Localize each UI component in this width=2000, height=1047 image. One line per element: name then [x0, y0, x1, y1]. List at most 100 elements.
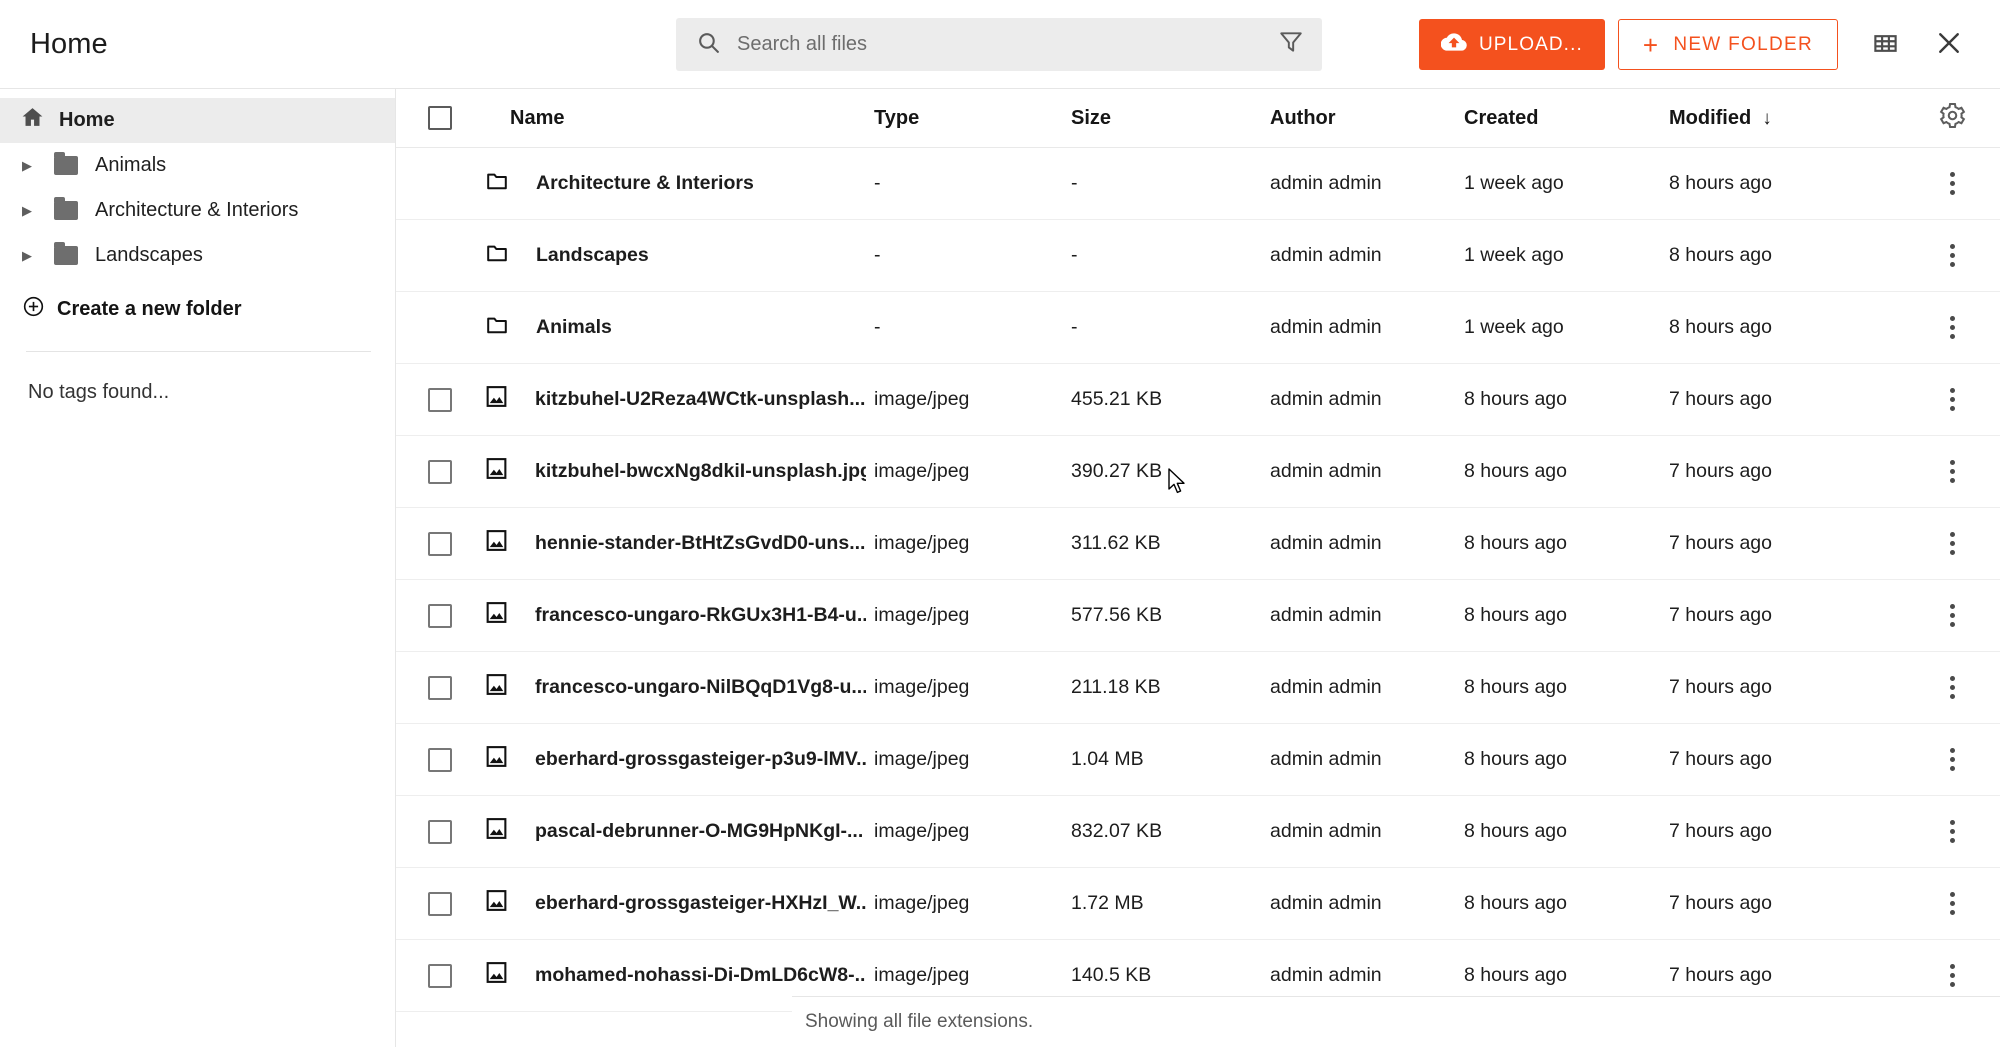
kebab-menu-icon[interactable] — [1949, 532, 1955, 555]
create-new-folder-button[interactable]: Create a new folder — [0, 287, 395, 331]
column-header-name[interactable]: Name — [484, 107, 874, 130]
toolbar-actions: UPLOAD... + NEW FOLDER — [1418, 0, 1976, 89]
table-row[interactable]: eberhard-grossgasteiger-HXHzI_W... image/… — [396, 868, 2000, 940]
row-name-cell[interactable]: pascal-debrunner-O-MG9HpNKgI-... — [484, 816, 874, 847]
row-checkbox[interactable] — [428, 675, 452, 700]
row-author: admin admin — [1270, 172, 1382, 194]
row-checkbox[interactable] — [428, 819, 452, 844]
chevron-right-icon[interactable]: ▶ — [22, 202, 32, 218]
table-row[interactable]: francesco-ungaro-NilBQqD1Vg8-u... image/j… — [396, 652, 2000, 724]
column-header-type[interactable]: Type — [874, 106, 920, 129]
sidebar: Home ▶ Animals ▶ Architecture & Interior… — [0, 89, 396, 1047]
row-created: 8 hours ago — [1464, 460, 1567, 482]
row-type: image/jpeg — [874, 892, 970, 914]
row-checkbox[interactable] — [428, 963, 452, 988]
row-author: admin admin — [1270, 532, 1382, 554]
row-name-label: francesco-ungaro-RkGUx3H1-B4-u... — [535, 604, 866, 626]
table-row[interactable]: pascal-debrunner-O-MG9HpNKgI-... image/jp… — [396, 796, 2000, 868]
row-name-cell[interactable]: Architecture & Interiors — [484, 169, 874, 199]
row-checkbox[interactable] — [428, 459, 452, 484]
row-name-cell[interactable]: Animals — [484, 313, 874, 343]
row-author: admin admin — [1270, 676, 1382, 698]
table-row[interactable]: hennie-stander-BtHtZsGvdD0-uns... image/j… — [396, 508, 2000, 580]
row-name-label: eberhard-grossgasteiger-p3u9-lMV... — [535, 748, 866, 770]
row-menu-cell — [1904, 460, 2000, 483]
column-header-size[interactable]: Size — [1071, 106, 1112, 129]
grid-view-button[interactable] — [1858, 18, 1912, 72]
row-name-cell[interactable]: kitzbuhel-bwcxNg8dkiI-unsplash.jpg — [484, 456, 874, 487]
upload-button[interactable]: UPLOAD... — [1418, 19, 1605, 70]
table-row[interactable]: Landscapes - - admin admin 1 week ago 8 hours… — [396, 220, 2000, 292]
kebab-menu-icon[interactable] — [1949, 316, 1955, 339]
kebab-menu-icon[interactable] — [1949, 964, 1955, 987]
table-row[interactable]: kitzbuhel-bwcxNg8dkiI-unsplash.jpg image/… — [396, 436, 2000, 508]
row-modified: 7 hours ago — [1669, 676, 1772, 698]
row-checkbox[interactable] — [428, 747, 452, 772]
row-name-label: kitzbuhel-bwcxNg8dkiI-unsplash.jpg — [535, 460, 866, 482]
column-header-author[interactable]: Author — [1270, 106, 1336, 129]
row-name-label: eberhard-grossgasteiger-HXHzI_W... — [535, 892, 866, 914]
kebab-menu-icon[interactable] — [1949, 460, 1955, 483]
close-button[interactable] — [1922, 18, 1976, 72]
row-author: admin admin — [1270, 244, 1382, 266]
table-row[interactable]: francesco-ungaro-RkGUx3H1-B4-u... image/j… — [396, 580, 2000, 652]
sidebar-divider — [26, 351, 371, 352]
row-name-cell[interactable]: francesco-ungaro-RkGUx3H1-B4-u... — [484, 600, 874, 631]
kebab-menu-icon[interactable] — [1949, 676, 1955, 699]
row-name-cell[interactable]: eberhard-grossgasteiger-HXHzI_W... — [484, 888, 874, 919]
row-name-cell[interactable]: kitzbuhel-U2Reza4WCtk-unsplash.... — [484, 384, 874, 415]
kebab-menu-icon[interactable] — [1949, 892, 1955, 915]
row-name-cell[interactable]: francesco-ungaro-NilBQqD1Vg8-u... — [484, 672, 874, 703]
row-checkbox[interactable] — [428, 891, 452, 916]
kebab-menu-icon[interactable] — [1949, 388, 1955, 411]
sidebar-item-architecture-interiors[interactable]: ▶ Architecture & Interiors — [0, 188, 395, 233]
search-bar[interactable] — [676, 18, 1322, 71]
new-folder-button[interactable]: + NEW FOLDER — [1617, 19, 1838, 70]
row-name-cell[interactable]: Landscapes — [484, 241, 874, 271]
row-name-cell[interactable]: hennie-stander-BtHtZsGvdD0-uns... — [484, 528, 874, 559]
row-author: admin admin — [1270, 316, 1382, 338]
kebab-menu-icon[interactable] — [1949, 748, 1955, 771]
row-checkbox[interactable] — [428, 603, 452, 628]
folder-icon — [484, 313, 510, 343]
row-created: 8 hours ago — [1464, 604, 1567, 626]
column-header-modified[interactable]: Modified ↓ — [1669, 107, 1904, 130]
row-checkbox[interactable] — [428, 531, 452, 556]
search-input[interactable] — [737, 33, 1278, 56]
row-checkbox[interactable] — [428, 387, 452, 412]
image-file-icon — [484, 528, 509, 559]
row-name-cell[interactable]: mohamed-nohassi-Di-DmLD6cW8-... — [484, 960, 874, 991]
close-icon — [1934, 28, 1964, 61]
sidebar-item-landscapes-label: Landscapes — [95, 244, 203, 266]
row-created: 8 hours ago — [1464, 388, 1567, 410]
chevron-right-icon[interactable]: ▶ — [22, 247, 32, 263]
table-row[interactable]: kitzbuhel-U2Reza4WCtk-unsplash.... image/… — [396, 364, 2000, 436]
table-row[interactable]: eberhard-grossgasteiger-p3u9-lMV... image… — [396, 724, 2000, 796]
image-file-icon — [484, 744, 509, 775]
kebab-menu-icon[interactable] — [1949, 820, 1955, 843]
kebab-menu-icon[interactable] — [1949, 604, 1955, 627]
sidebar-item-home[interactable]: Home — [0, 98, 395, 143]
select-all-checkbox[interactable] — [428, 106, 452, 130]
plus-icon: + — [1642, 29, 1660, 60]
chevron-right-icon[interactable]: ▶ — [22, 157, 32, 173]
row-modified: 7 hours ago — [1669, 748, 1772, 770]
sidebar-item-landscapes[interactable]: ▶ Landscapes — [0, 233, 395, 278]
kebab-menu-icon[interactable] — [1949, 172, 1955, 195]
image-file-icon — [484, 816, 509, 847]
kebab-menu-icon[interactable] — [1949, 244, 1955, 267]
table-row[interactable]: Animals - - admin admin 1 week ago 8 hours ag… — [396, 292, 2000, 364]
file-rows-container[interactable]: Architecture & Interiors - - admin admin 1 w… — [396, 148, 2000, 1047]
table-row[interactable]: Architecture & Interiors - - admin admin 1 w… — [396, 148, 2000, 220]
row-select-cell — [396, 603, 484, 628]
gear-icon[interactable] — [1938, 101, 1967, 136]
folder-icon — [484, 241, 510, 271]
top-toolbar: Home UPLOAD... — [0, 0, 2000, 89]
filter-icon[interactable] — [1278, 29, 1304, 60]
column-header-created[interactable]: Created — [1464, 106, 1539, 129]
row-select-cell — [396, 963, 484, 988]
row-name-cell[interactable]: eberhard-grossgasteiger-p3u9-lMV... — [484, 744, 874, 775]
sidebar-item-animals[interactable]: ▶ Animals — [0, 143, 395, 188]
row-created: 8 hours ago — [1464, 676, 1567, 698]
